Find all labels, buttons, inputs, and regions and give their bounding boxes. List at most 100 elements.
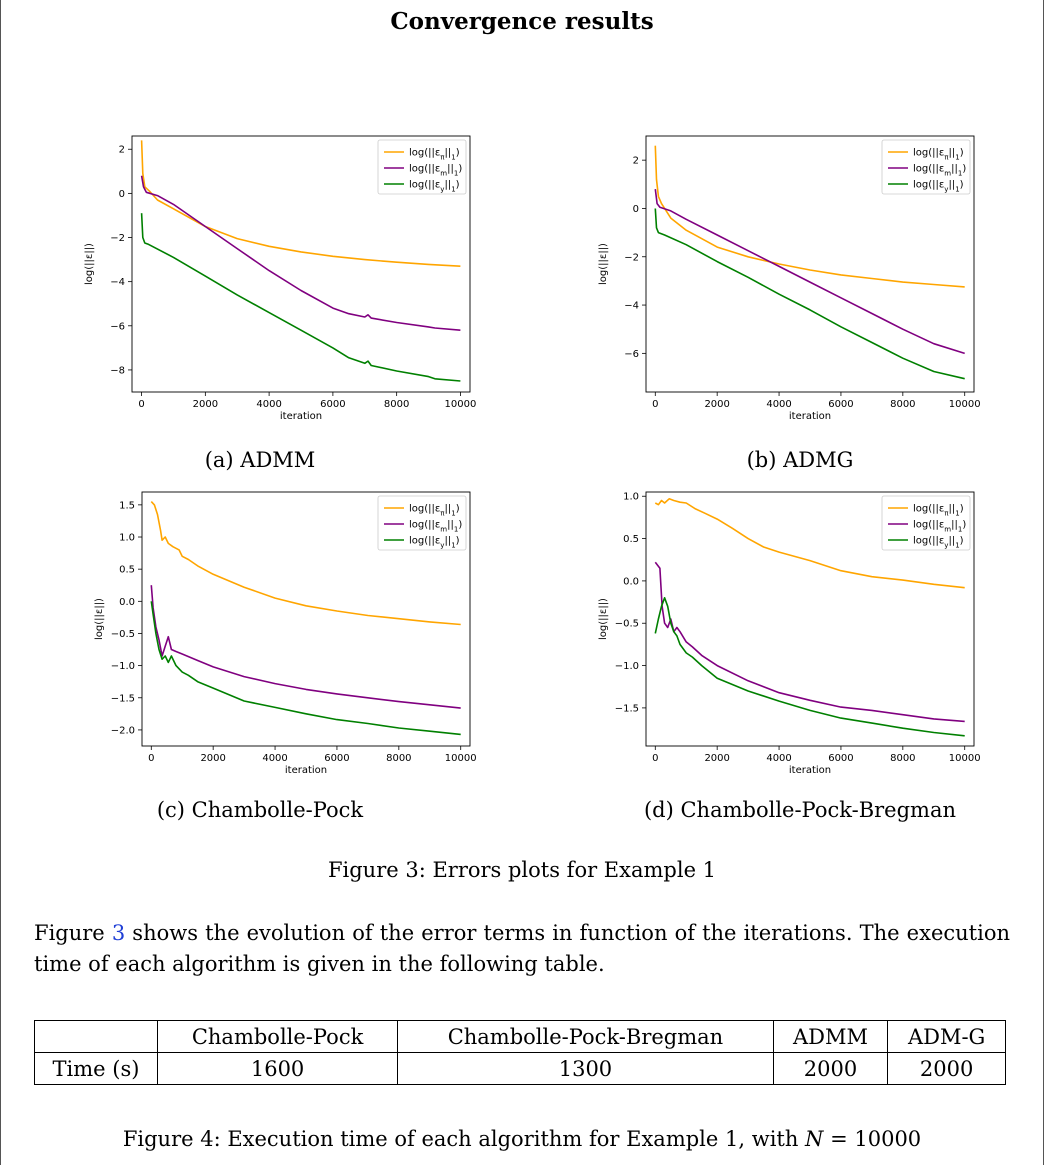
- x-tick-label: 6000: [828, 753, 853, 764]
- y-tick-label: 0.0: [623, 576, 639, 587]
- x-tick-label: 2000: [193, 399, 218, 410]
- series-line-0: [654, 145, 965, 288]
- table-cell-admm: 2000: [772, 1052, 889, 1085]
- x-tick-label: 10000: [445, 399, 477, 410]
- y-tick-label: 0: [633, 204, 639, 215]
- x-tick-label: 10000: [949, 399, 981, 410]
- y-tick-label: 0.0: [119, 597, 135, 608]
- series-line-0: [140, 140, 461, 267]
- legend-label: log(||εy||1): [913, 180, 964, 194]
- chart-panel-b: 0 2000 4000 6000 8000 10000 −6 −4 −2 0 2 iteration l…: [584, 128, 984, 426]
- y-axis-label: log(||ε||): [598, 598, 609, 640]
- series-line-1: [140, 175, 461, 331]
- y-tick-label: −1.0: [615, 661, 639, 672]
- y-tick-label: 0.5: [119, 565, 135, 576]
- y-tick-label: 0.5: [623, 534, 639, 545]
- paragraph-part2: shows the evolution of the error terms i…: [34, 921, 1010, 976]
- y-tick-label: −8: [110, 365, 125, 376]
- y-tick-label: −0.5: [615, 619, 639, 630]
- x-tick-label: 6000: [320, 399, 345, 410]
- subcaption-d: (d) Chambolle-Pock-Bregman: [643, 798, 956, 822]
- x-tick-label: 10000: [445, 753, 477, 764]
- figure-4-caption-text: Figure 4: Execution time of each algorit…: [122, 1127, 806, 1151]
- x-tick-label: 0: [652, 399, 658, 410]
- x-tick-label: 4000: [256, 399, 281, 410]
- table-row-label: Time (s): [34, 1052, 158, 1085]
- subcaption-c: (c) Chambolle-Pock: [156, 798, 364, 822]
- y-tick-label: −0.5: [111, 629, 135, 640]
- chart-panel-a: 0 2000 4000 6000 8000 10000 −8 −6 −4 −2 0 2 iteratio…: [70, 128, 480, 426]
- legend-label: log(||εm||1): [913, 164, 966, 178]
- legend-label: log(||εm||1): [409, 164, 462, 178]
- x-axis-label: iteration: [789, 765, 831, 776]
- y-tick-label: −1.5: [111, 693, 135, 704]
- y-tick-label: −4: [624, 301, 639, 312]
- plot-frame: [645, 135, 975, 393]
- legend-label: log(||εm||1): [409, 520, 462, 534]
- x-tick-label: 2000: [200, 753, 225, 764]
- figure-4-caption: Figure 4: Execution time of each algorit…: [0, 1127, 1044, 1151]
- x-axis-label: iteration: [280, 411, 322, 422]
- y-tick-label: −4: [110, 277, 125, 288]
- x-axis-label: iteration: [285, 765, 327, 776]
- series-line-1: [654, 189, 965, 355]
- y-axis-label: log(||ε||): [598, 243, 609, 285]
- y-tick-label: −2.0: [111, 725, 135, 736]
- legend-label: log(||επ||1): [409, 148, 460, 162]
- plot-frame: [131, 135, 471, 393]
- y-tick-label: 1.5: [119, 500, 135, 511]
- figure-3-ref-link[interactable]: 3: [111, 921, 126, 945]
- series-line-2: [140, 213, 461, 382]
- y-axis-label: log(||ε||): [84, 243, 95, 285]
- y-tick-label: −1.0: [111, 661, 135, 672]
- y-tick-label: −1.5: [615, 703, 639, 714]
- subcaption-a: (a) ADMM: [204, 448, 316, 472]
- legend-label: log(||επ||1): [409, 504, 460, 518]
- y-tick-label: 1.0: [623, 492, 639, 503]
- x-tick-label: 4000: [262, 753, 287, 764]
- series-line-2: [654, 208, 965, 380]
- page-heading: Convergence results: [390, 8, 654, 35]
- y-tick-label: −2: [624, 252, 639, 263]
- y-tick-label: −6: [110, 321, 125, 332]
- execution-time-table: Chambolle-Pock Chambolle-Pock-Bregman AD…: [34, 1020, 1006, 1085]
- x-tick-label: 2000: [704, 399, 729, 410]
- legend: log(||επ||1) log(||εm||1) log(||εy||1): [377, 495, 467, 551]
- x-tick-label: 10000: [949, 753, 981, 764]
- series-line-1: [654, 561, 965, 723]
- y-axis-label: log(||ε||): [94, 598, 105, 640]
- legend-label: log(||επ||1): [913, 504, 964, 518]
- y-tick-label: 2: [119, 145, 125, 156]
- x-tick-label: 8000: [890, 753, 915, 764]
- series-line-2: [150, 601, 461, 736]
- x-tick-label: 4000: [766, 753, 791, 764]
- series-line-0: [150, 501, 461, 626]
- chart-chambolle-pock: 0 2000 4000 6000 8000 10000 −2.0 −1.5 −1.0 −0.5 0.…: [94, 491, 477, 776]
- x-tick-label: 0: [652, 753, 658, 764]
- figure-4-caption-eq: = 10000: [823, 1127, 922, 1151]
- legend: log(||επ||1) log(||εm||1) log(||εy||1): [881, 139, 971, 195]
- x-tick-label: 6000: [324, 753, 349, 764]
- x-tick-label: 0: [148, 753, 154, 764]
- x-tick-label: 8000: [384, 399, 409, 410]
- y-tick-label: −2: [110, 233, 125, 244]
- chart-panel-c: 0 2000 4000 6000 8000 10000 −2.0 −1.5 −1.0 −0.5 0.…: [80, 484, 480, 780]
- x-tick-label: 2000: [704, 753, 729, 764]
- chart-admg: 0 2000 4000 6000 8000 10000 −6 −4 −2 0 2 iteration l…: [598, 135, 981, 422]
- table-cell-cp: 1600: [156, 1052, 399, 1085]
- y-tick-label: 0: [119, 189, 125, 200]
- x-tick-label: 4000: [766, 399, 791, 410]
- series-line-1: [150, 585, 461, 709]
- table-header-admg: ADM-G: [887, 1020, 1006, 1053]
- paragraph-part1: Figure: [34, 921, 112, 945]
- y-tick-label: 2: [633, 156, 639, 167]
- table-cell-cpb: 1300: [397, 1052, 774, 1085]
- y-tick-label: 1.0: [119, 533, 135, 544]
- figure-4-caption-var: N: [805, 1127, 824, 1151]
- plot-frame: [645, 491, 975, 747]
- chart-chambolle-pock-bregman: 0 2000 4000 6000 8000 10000 −1.5 −1.0 −0.5 0.0 0.5…: [598, 491, 981, 776]
- chart-panel-d: 0 2000 4000 6000 8000 10000 −1.5 −1.0 −0.5 0.0 0.5…: [584, 484, 984, 780]
- legend-label: log(||εy||1): [913, 536, 964, 550]
- series-line-2: [654, 597, 965, 737]
- legend: log(||επ||1) log(||εm||1) log(||εy||1): [377, 139, 467, 195]
